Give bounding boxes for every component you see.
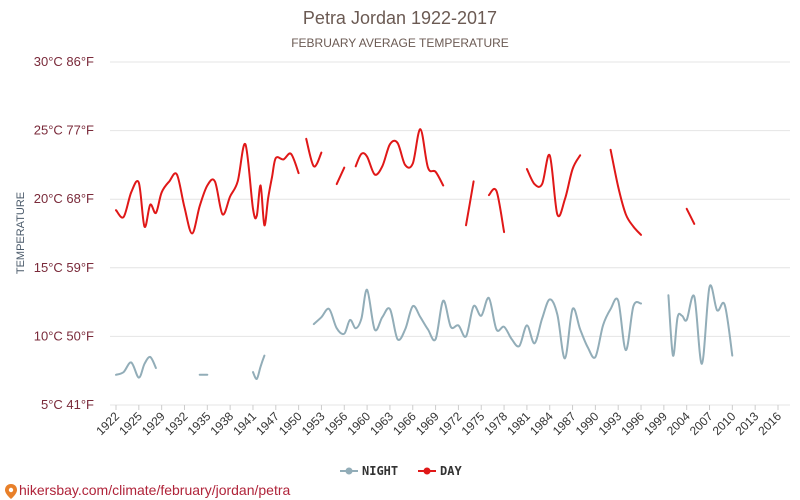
y-tick-label: 5°C 41°F: [41, 397, 94, 412]
series-day: [115, 128, 696, 236]
x-tick-label: 1925: [116, 409, 145, 438]
legend-night-marker: [345, 467, 353, 475]
x-tick-label: 1996: [618, 409, 647, 438]
x-tick-label: 1990: [573, 409, 602, 438]
x-tick-label: 1922: [93, 409, 122, 438]
footer-text: hikersbay.com/climate/february/jordan/pe…: [19, 482, 291, 498]
x-tick-label: 1987: [550, 409, 579, 438]
grid-lines: [110, 61, 790, 406]
x-tick-label: 1993: [596, 409, 625, 438]
x-tick-label: 1956: [322, 409, 351, 438]
legend-day-label: DAY: [440, 464, 462, 478]
series-line-day: [354, 128, 445, 187]
x-tick-label: 1963: [367, 409, 396, 438]
series-line-day: [525, 153, 582, 218]
series-line-night: [667, 284, 734, 365]
x-tick-label: 1969: [413, 409, 442, 438]
x-tick-label: 1978: [481, 409, 510, 438]
x-axis-ticks: 1922192519291932193519381941194719501953…: [93, 405, 784, 438]
series-line-night: [115, 355, 157, 379]
legend: NIGHT DAY: [340, 464, 462, 478]
legend-night-label: NIGHT: [362, 464, 398, 478]
series-line-day: [465, 180, 475, 227]
x-tick-label: 1941: [230, 409, 259, 438]
x-tick-label: 1981: [504, 409, 533, 438]
x-tick-label: 1953: [299, 409, 328, 438]
x-tick-label: 1947: [253, 409, 282, 438]
chart-subtitle: FEBRUARY AVERAGE TEMPERATURE: [291, 36, 509, 50]
y-axis-label: TEMPERATURE: [15, 192, 27, 274]
y-axis-ticks: 30°C 86°F 25°C 77°F 20°C 68°F 15°C 59°F 10°C…: [34, 54, 94, 412]
map-pin-icon: [5, 484, 17, 499]
series-line-day: [487, 187, 506, 234]
x-tick-label: 1972: [436, 409, 465, 438]
x-tick-label: 1932: [162, 409, 191, 438]
series-line-day: [685, 207, 696, 225]
series-line-day: [335, 166, 346, 186]
x-tick-label: 1984: [527, 409, 556, 438]
series-line-day: [305, 137, 323, 168]
chart-title: Petra Jordan 1922-2017: [303, 8, 497, 28]
y-tick-label: 15°C 59°F: [34, 260, 94, 275]
x-tick-label: 1999: [641, 409, 670, 438]
x-tick-label: 2007: [687, 409, 716, 438]
series-line-night: [312, 288, 642, 360]
series-line-day: [609, 148, 642, 236]
y-tick-label: 25°C 77°F: [34, 123, 94, 138]
x-tick-label: 2016: [755, 409, 784, 438]
series-line-night: [252, 354, 266, 380]
x-tick-label: 2010: [710, 409, 739, 438]
footer-link[interactable]: hikersbay.com/climate/february/jordan/pe…: [5, 482, 291, 499]
x-tick-label: 1929: [139, 409, 168, 438]
x-tick-label: 2013: [733, 409, 762, 438]
legend-day-marker: [423, 467, 431, 475]
series-lines: [115, 128, 734, 380]
y-tick-label: 10°C 50°F: [34, 328, 94, 343]
y-tick-label: 30°C 86°F: [34, 54, 94, 69]
x-tick-label: 1960: [344, 409, 373, 438]
series-line-day: [115, 143, 300, 235]
x-tick-label: 1966: [390, 409, 419, 438]
y-tick-label: 20°C 68°F: [34, 191, 94, 206]
legend-item-night[interactable]: NIGHT: [340, 464, 398, 478]
legend-item-day[interactable]: DAY: [418, 464, 462, 478]
x-tick-label: 1975: [459, 409, 488, 438]
series-night: [115, 284, 734, 380]
x-tick-label: 1938: [207, 409, 236, 438]
x-tick-label: 2004: [664, 409, 693, 438]
x-tick-label: 1950: [276, 409, 305, 438]
x-tick-label: 1935: [185, 409, 214, 438]
